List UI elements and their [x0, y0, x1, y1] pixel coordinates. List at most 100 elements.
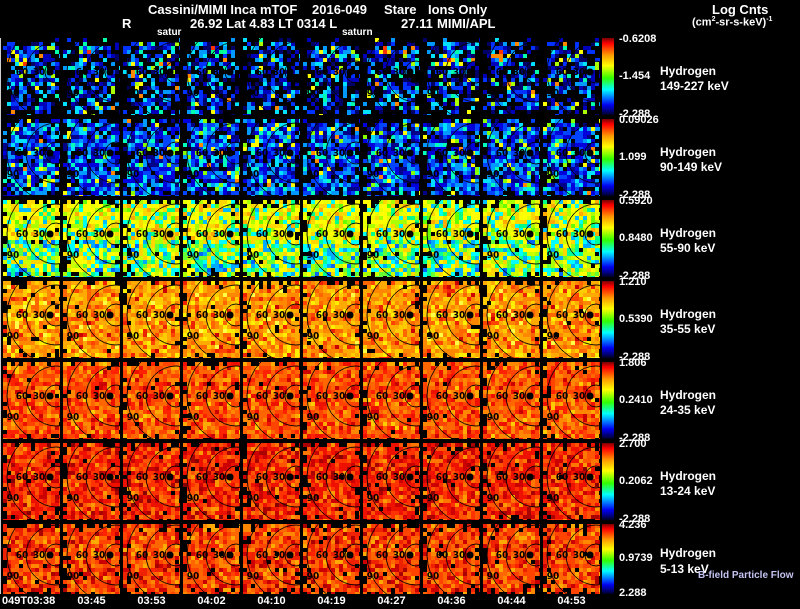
- colorbar-mid-label: 0.8480: [619, 231, 653, 244]
- spectrogram-panel: [243, 38, 300, 115]
- time-tick-label: 04:27: [377, 595, 406, 607]
- spectrogram-panel: [63, 443, 120, 520]
- spectrogram-panel: [363, 281, 420, 358]
- spectrogram-panel: [483, 524, 540, 594]
- spectrogram-panel: [303, 443, 360, 520]
- colorbar: [602, 281, 614, 358]
- row-energy-label: Hydrogen 90-149 keV: [660, 144, 723, 175]
- spectrogram-panel: [243, 281, 300, 358]
- spectrogram-panel: [183, 524, 240, 594]
- time-tick-label: 04:44: [497, 595, 526, 607]
- row-energy-label: Hydrogen 5-13 keV: [660, 546, 717, 576]
- title-ions: Ions Only: [428, 2, 488, 17]
- spectrogram-panel: [123, 281, 180, 358]
- time-tick-label: 04:02: [197, 595, 226, 607]
- colorbar-mid-label: 0.2410: [619, 393, 653, 406]
- spectrogram-panel: [243, 524, 300, 594]
- time-tick-label: 049T03:38: [2, 595, 56, 607]
- time-tick-label: 03:45: [77, 595, 106, 607]
- spectrogram-panel: [123, 524, 180, 594]
- plot-frame-line: [0, 38, 1, 594]
- time-tick-label: 04:36: [437, 595, 466, 607]
- colorbar-mid-label: 0.5390: [619, 312, 653, 325]
- colorbar-mid-label: 0.9739: [619, 552, 653, 564]
- colorbar-mid-label: -1.454: [619, 69, 651, 82]
- spectrogram-panel: [3, 200, 60, 277]
- spectrogram-panel: [423, 524, 480, 594]
- spectrogram-panel: [63, 200, 120, 277]
- spectrogram-panel: [3, 443, 60, 520]
- spectrogram-panel: [363, 200, 420, 277]
- ephemeris-l-value: 27.11: [401, 16, 433, 31]
- colorbar: [602, 524, 614, 594]
- row-energy-label: Hydrogen 55-90 keV: [660, 225, 717, 256]
- spectrogram-panel: [423, 362, 480, 439]
- spectrogram-panel: [183, 281, 240, 358]
- spectrogram-panel: [363, 524, 420, 594]
- spectrogram-panel: [483, 362, 540, 439]
- spectrogram-panel: [543, 200, 600, 277]
- spectrogram-panel: [423, 281, 480, 358]
- spectrogram-panel: [423, 443, 480, 520]
- spectrogram-panel: [183, 38, 240, 115]
- spectrogram-panel: [363, 362, 420, 439]
- spectrogram-panel: [423, 200, 480, 277]
- colorbar-min-label: -2.288: [619, 351, 651, 363]
- spectrogram-panel: [123, 200, 180, 277]
- spectrogram-panel: [483, 119, 540, 196]
- colorbar: [602, 200, 614, 277]
- colorbar: [602, 38, 614, 115]
- title-date: 2016-049: [312, 2, 367, 17]
- spectrogram-panel: [63, 524, 120, 594]
- spectrogram-panel: [363, 443, 420, 520]
- colorbar-min-label: -2.288: [619, 513, 651, 525]
- spectrogram-panel: [483, 38, 540, 115]
- colorbar-max-label: 4.236: [619, 519, 647, 531]
- spectrogram-panel: [423, 38, 480, 115]
- saturn-marker-label: satur: [157, 27, 182, 38]
- spectrogram-panel: [3, 119, 60, 196]
- time-tick-label: 03:53: [137, 595, 166, 607]
- spectrogram-panel: [63, 362, 120, 439]
- title-mission: Cassini/MIMI Inca mTOF: [148, 2, 298, 17]
- row-energy-label: Hydrogen 13-24 keV: [660, 468, 717, 499]
- spectrogram-panel: [303, 119, 360, 196]
- title-mode: Stare: [384, 2, 417, 17]
- spectrogram-panel: [123, 362, 180, 439]
- colorbar-mid-label: 0.2062: [619, 474, 653, 487]
- colorbar: [602, 443, 614, 520]
- spectrogram-panel: [3, 362, 60, 439]
- colorbar-min-label: -2.288: [619, 432, 651, 444]
- colorbar-min-label: -2.288: [619, 270, 651, 282]
- colorbar-min-label: 2.288: [619, 587, 647, 599]
- colorbar-min-label: -2.288: [619, 189, 651, 201]
- spectrogram-panel: [3, 281, 60, 358]
- spectrogram-panel: [183, 200, 240, 277]
- spectrogram-panel: [183, 119, 240, 196]
- saturn-marker-label: saturn: [342, 27, 373, 38]
- spectrogram-panel: [63, 38, 120, 115]
- spectrogram-panel: [63, 281, 120, 358]
- spectrogram-panel: [303, 38, 360, 115]
- spectrogram-panel: [3, 38, 60, 115]
- spectrogram-panel: [123, 443, 180, 520]
- spectrogram-panel: [543, 362, 600, 439]
- ephemeris-values: 26.92 Lat 4.83 LT 0314 L: [190, 16, 338, 31]
- time-tick-label: 04:19: [317, 595, 346, 607]
- spectrogram-panel: [3, 524, 60, 594]
- colorbar: [602, 119, 614, 196]
- colorbar-max-label: -0.6208: [619, 33, 657, 45]
- spectrogram-panel: [63, 119, 120, 196]
- spectrogram-panel: [483, 281, 540, 358]
- spectrogram-panel: [543, 443, 600, 520]
- spectrogram-panel: [183, 443, 240, 520]
- ephemeris-r-label: R: [122, 16, 132, 31]
- spectrogram-panel: [363, 119, 420, 196]
- row-energy-label: Hydrogen 149-227 keV: [660, 63, 729, 94]
- spectrogram-panel: [243, 119, 300, 196]
- spectrogram-panel: [183, 362, 240, 439]
- spectrogram-panel: [123, 119, 180, 196]
- colorbar: [602, 362, 614, 439]
- colorbar-max-label: 1.806: [619, 357, 647, 369]
